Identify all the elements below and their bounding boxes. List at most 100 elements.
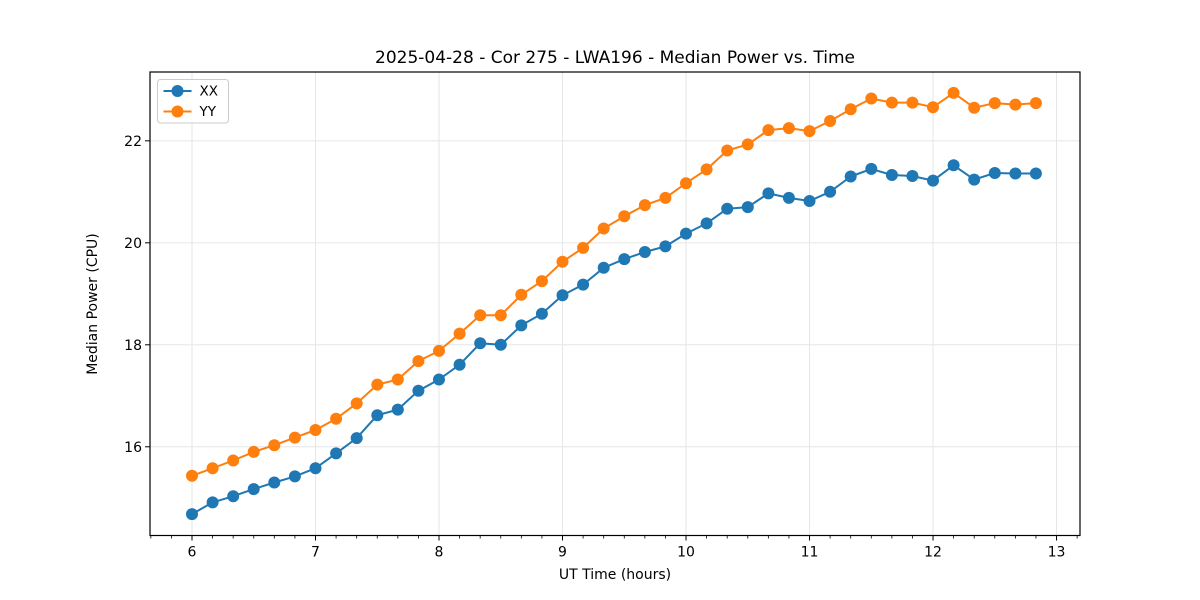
y-tick-label: 16: [124, 440, 142, 456]
series-YY-point: [330, 412, 343, 425]
series-YY-point: [700, 163, 713, 176]
series-XX-point: [494, 338, 507, 351]
series-YY-point: [947, 86, 960, 99]
plot-border: [149, 71, 1081, 537]
series-XX-point: [206, 496, 219, 509]
series-XX-point: [474, 337, 487, 350]
x-tick-label: 13: [1048, 545, 1066, 561]
series-YY-point: [350, 397, 363, 410]
series-YY-point: [206, 462, 219, 475]
series-YY-point: [556, 255, 569, 268]
series-XX-point: [906, 170, 919, 182]
series-XX-point: [535, 307, 548, 320]
series-XX-point: [885, 169, 898, 181]
legend-YY-marker: [171, 105, 184, 118]
chart-title: 2025-04-28 - Cor 275 - LWA196 - Median P…: [375, 48, 855, 68]
series-XX-point: [391, 403, 404, 416]
series-XX-point: [947, 159, 960, 172]
series-YY-point: [268, 439, 281, 452]
series-YY-point: [1009, 98, 1022, 111]
series-YY-point: [988, 97, 1001, 110]
series-XX-point: [680, 227, 692, 240]
series-XX-point: [762, 187, 775, 200]
series-XX-point: [824, 185, 837, 198]
series-YY-point: [865, 92, 878, 105]
series-XX-point: [618, 253, 631, 266]
series-XX-line: [191, 164, 1037, 516]
series-YY-point: [782, 122, 795, 135]
data-series: [186, 86, 1042, 521]
series-XX-point: [330, 447, 343, 460]
series-YY-point: [247, 445, 260, 458]
grid-lines: [150, 72, 1080, 536]
series-YY-point: [680, 177, 692, 190]
series-XX-point: [638, 246, 651, 258]
y-tick-label: 20: [124, 236, 142, 252]
series-XX-point: [433, 373, 445, 386]
series-YY-point: [721, 144, 734, 157]
x-tick-label: 8: [435, 545, 444, 561]
series-XX-point: [309, 462, 322, 475]
series-YY-point: [638, 199, 651, 212]
series-XX-point: [227, 490, 240, 503]
series-YY-point: [186, 469, 198, 482]
series-YY-point: [1029, 97, 1042, 110]
series-XX-point: [350, 432, 363, 445]
series-XX-point: [288, 470, 301, 483]
x-tick-label: 12: [924, 545, 942, 561]
y-axis-label: Median Power (CPU): [85, 233, 101, 375]
series-XX-point: [1009, 167, 1022, 180]
series-XX-point: [412, 384, 425, 397]
series-YY-point: [474, 309, 487, 322]
series-YY-point: [515, 288, 528, 301]
series-XX-point: [988, 167, 1001, 179]
tick-labels: 6 7 8 9 10 11 12 13 16 18 20 22: [124, 134, 1065, 561]
series-XX-point: [577, 278, 590, 291]
series-XX-point: [844, 170, 857, 183]
x-tick-label: 11: [801, 545, 819, 561]
series-XX-point: [186, 508, 198, 521]
series-YY-point: [618, 210, 631, 223]
series-YY-point: [309, 424, 322, 436]
series-YY-point: [391, 373, 404, 386]
x-axis-label: UT Time (hours): [559, 567, 671, 583]
series-YY-point: [906, 96, 919, 109]
series-YY-point: [453, 327, 466, 340]
series-XX-point: [782, 191, 795, 204]
series-XX-point: [968, 173, 981, 186]
series-XX-point: [721, 202, 734, 215]
series-XX-point: [371, 409, 384, 422]
series-YY-point: [288, 431, 301, 444]
series-YY-point: [927, 101, 939, 114]
legend-XX-label: XX: [200, 84, 219, 100]
series-YY-point: [535, 275, 548, 288]
series-XX-point: [659, 240, 672, 253]
x-tick-label: 9: [558, 545, 567, 561]
series-XX-point: [803, 195, 816, 207]
series-YY-point: [412, 355, 425, 368]
series-YY-point: [824, 115, 837, 127]
x-tick-label: 7: [311, 545, 320, 561]
y-tick-label: 22: [124, 134, 142, 150]
series-XX-point: [741, 201, 754, 214]
series-YY-point: [577, 241, 590, 254]
series-YY-point: [433, 344, 445, 357]
series-YY-point: [659, 191, 672, 204]
series-YY-point: [885, 96, 898, 109]
series-YY-point: [803, 125, 816, 138]
axis-ticks: [145, 140, 1078, 541]
series-XX-point: [700, 217, 713, 230]
y-tick-label: 18: [124, 338, 142, 354]
series-XX-point: [927, 174, 939, 187]
legend-YY-label: YY: [199, 104, 217, 120]
series-YY-point: [371, 378, 384, 391]
series-XX-point: [556, 289, 569, 302]
series-YY-point: [762, 124, 775, 137]
series-YY-point: [844, 103, 857, 116]
series-XX-point: [247, 483, 260, 496]
x-tick-label: 6: [188, 545, 197, 561]
series-XX-point: [597, 261, 610, 274]
series-YY-point: [597, 222, 610, 235]
